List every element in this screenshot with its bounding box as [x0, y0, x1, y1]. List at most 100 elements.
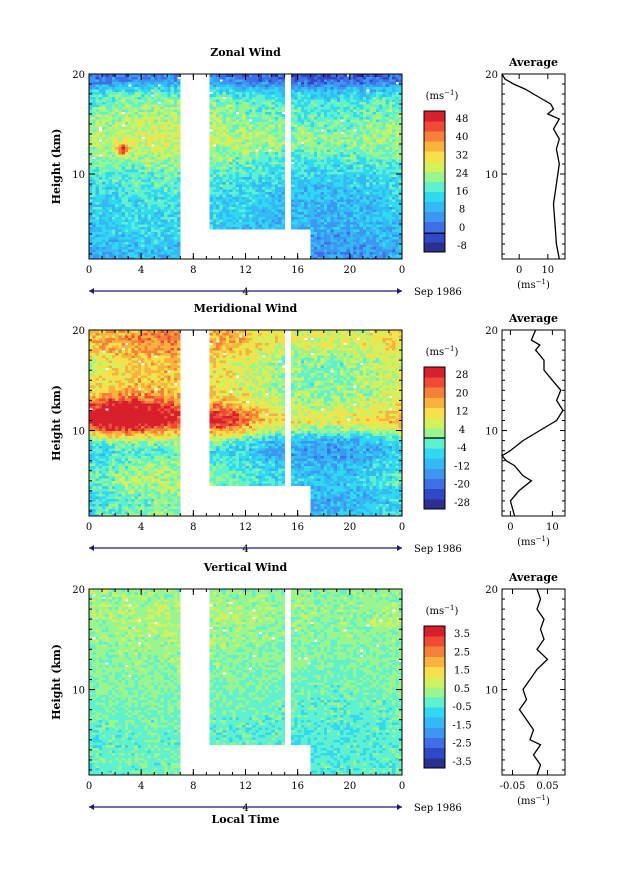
heatmap-cell [258, 116, 263, 120]
heatmap-cell [115, 146, 119, 150]
heatmap-cell [333, 166, 338, 170]
heatmap-cell [320, 244, 325, 247]
heatmap-cell [219, 91, 224, 95]
heatmap-cell [131, 164, 136, 167]
heatmap-cell [255, 76, 259, 80]
heatmap-cell [144, 91, 149, 95]
heatmap-cell [310, 234, 315, 237]
heatmap-cell [89, 109, 93, 112]
heatmap-cell [170, 141, 175, 145]
heatmap-cell [147, 91, 152, 95]
heatmap-cell [291, 189, 295, 192]
heatmap-cell [232, 156, 237, 160]
heatmap-cell [294, 204, 299, 207]
heatmap-cell [102, 196, 106, 200]
heatmap-cell [173, 144, 178, 147]
heatmap-cell [278, 189, 282, 192]
heatmap-cell [297, 194, 302, 197]
heatmap-cell [356, 246, 361, 250]
heatmap-cell [219, 99, 224, 102]
heatmap-cell [258, 209, 263, 212]
heatmap-cell [300, 81, 305, 85]
heatmap-cell [170, 214, 175, 217]
heatmap-cell [134, 124, 139, 127]
heatmap-cell [177, 211, 181, 215]
heatmap-cell [157, 86, 162, 90]
heatmap-cell [313, 171, 318, 175]
heatmap-cell [177, 246, 181, 250]
heatmap-cell [346, 251, 351, 255]
heatmap-cell [121, 164, 126, 167]
heatmap-cell [102, 99, 106, 102]
heatmap-cell [278, 176, 282, 180]
heatmap-cell [258, 149, 263, 152]
heatmap-cell [317, 74, 321, 77]
heatmap-cell [336, 79, 341, 82]
heatmap-cell [150, 171, 155, 175]
heatmap-cell [333, 154, 338, 157]
heatmap-cell [245, 211, 250, 215]
heatmap-cell [261, 166, 266, 170]
heatmap-cell [121, 184, 126, 187]
heatmap-cell [229, 204, 233, 207]
heatmap-cell [353, 154, 357, 157]
heatmap-cell [98, 151, 103, 155]
heatmap-cell [274, 134, 279, 137]
heatmap-cell [118, 219, 122, 222]
heatmap-cell [349, 231, 354, 235]
heatmap-cell [313, 254, 318, 257]
heatmap-cell [95, 144, 100, 147]
heatmap-cell [111, 224, 116, 227]
heatmap-cell [333, 126, 338, 130]
heatmap-cell [177, 149, 181, 152]
heatmap-cell [349, 234, 354, 237]
heatmap-cell [128, 241, 132, 245]
heatmap-cell [297, 146, 302, 150]
heatmap-cell [115, 221, 119, 225]
heatmap-cell [115, 239, 119, 242]
heatmap-cell [346, 186, 351, 190]
heatmap-cell [297, 191, 302, 195]
heatmap-cell [320, 116, 325, 120]
heatmap-cell [163, 174, 168, 177]
heatmap-cell [297, 114, 302, 117]
heatmap-cell [235, 96, 240, 100]
heatmap-cell [317, 141, 321, 145]
heatmap-cell [333, 249, 338, 252]
heatmap-cell [359, 236, 364, 240]
heatmap-cell [177, 81, 181, 85]
heatmap-cell [225, 201, 230, 205]
heatmap-cell [310, 79, 315, 82]
heatmap-cell [98, 249, 103, 252]
heatmap-cell [291, 94, 295, 97]
heatmap-cell [291, 214, 295, 217]
heatmap-cell [212, 219, 217, 222]
heatmap-cell [258, 204, 263, 207]
heatmap-cell [346, 166, 351, 170]
heatmap-cell [245, 144, 250, 147]
heatmap-cell [359, 249, 364, 252]
heatmap-cell [238, 124, 243, 127]
heatmap-cell [327, 164, 331, 167]
heatmap-cell [317, 231, 321, 235]
heatmap-cell [92, 144, 96, 147]
heatmap-cell [340, 211, 344, 215]
heatmap-cell [92, 94, 96, 97]
heatmap-cell [317, 156, 321, 160]
heatmap-cell [134, 149, 139, 152]
heatmap-cell [137, 244, 142, 247]
heatmap-cell [271, 191, 276, 195]
heatmap-cell [105, 254, 109, 257]
heatmap-cell [238, 191, 243, 195]
heatmap-cell [340, 176, 344, 180]
heatmap-cell [105, 116, 109, 120]
heatmap-cell [307, 224, 312, 227]
heatmap-cell [310, 211, 315, 215]
heatmap-cell [353, 121, 357, 125]
heatmap-cell [121, 246, 126, 250]
heatmap-cell [121, 214, 126, 217]
heatmap-cell [216, 176, 220, 180]
heatmap-cell [356, 81, 361, 85]
heatmap-cell [313, 141, 318, 145]
heatmap-cell [108, 81, 113, 85]
